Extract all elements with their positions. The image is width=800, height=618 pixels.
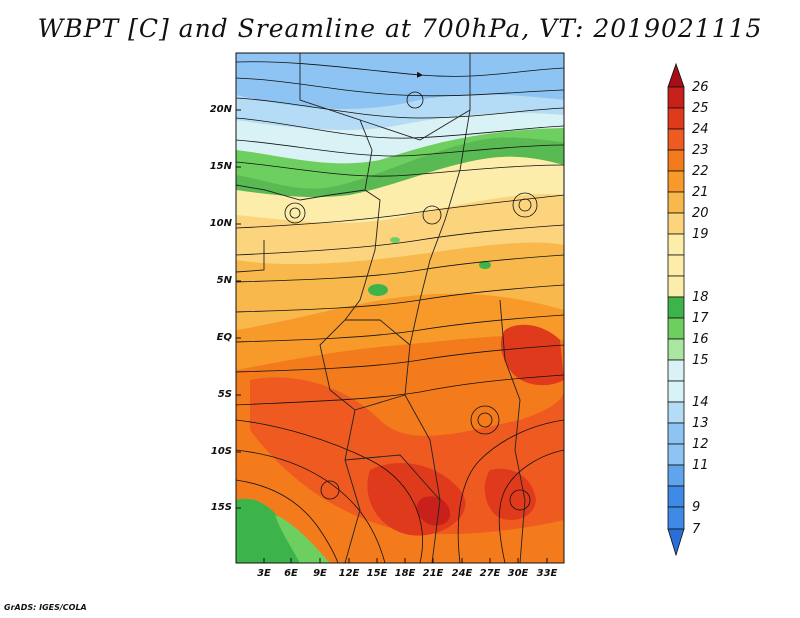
ytick-EQ: EQ bbox=[216, 332, 232, 343]
ytick-5N: 5N bbox=[216, 275, 232, 286]
colorbar-arrow-bottom bbox=[667, 528, 685, 557]
map-frame bbox=[235, 52, 565, 564]
ytick-15N: 15N bbox=[209, 161, 232, 172]
xtick-12E: 12E bbox=[338, 568, 360, 579]
colorbar-label-15: 15 bbox=[692, 353, 709, 368]
xtick-18E: 18E bbox=[394, 568, 416, 579]
colorbar-label-21: 21 bbox=[692, 185, 709, 200]
colorbar-label-26: 26 bbox=[692, 80, 709, 95]
wbpt-field bbox=[236, 53, 564, 563]
colorbar bbox=[667, 62, 685, 557]
ytick-20N: 20N bbox=[209, 104, 232, 115]
xtick-6E: 6E bbox=[284, 568, 298, 579]
xtick-3E: 3E bbox=[257, 568, 271, 579]
colorbar-label-11: 11 bbox=[692, 458, 709, 473]
streamlines bbox=[236, 61, 564, 563]
xtick-21E: 21E bbox=[422, 568, 444, 579]
colorbar-label-18: 18 bbox=[692, 290, 709, 305]
ytick-15S: 15S bbox=[210, 502, 232, 513]
ytick-10N: 10N bbox=[209, 218, 232, 229]
xtick-33E: 33E bbox=[536, 568, 558, 579]
colorbar-label-9: 9 bbox=[692, 500, 701, 515]
colorbar-label-22: 22 bbox=[692, 164, 709, 179]
xtick-15E: 15E bbox=[366, 568, 388, 579]
xtick-24E: 24E bbox=[451, 568, 473, 579]
colorbar-label-17: 17 bbox=[692, 311, 709, 326]
colorbar-label-14: 14 bbox=[692, 395, 709, 410]
colorbar-label-12: 12 bbox=[692, 437, 709, 452]
xtick-9E: 9E bbox=[313, 568, 327, 579]
xtick-30E: 30E bbox=[507, 568, 529, 579]
colorbar-label-19: 19 bbox=[692, 227, 709, 242]
colorbar-label-24: 24 bbox=[692, 122, 709, 137]
ytick-10S: 10S bbox=[210, 446, 232, 457]
xtick-27E: 27E bbox=[479, 568, 501, 579]
colorbar-label-13: 13 bbox=[692, 416, 709, 431]
colorbar-label-16: 16 bbox=[692, 332, 709, 347]
ytick-5S: 5S bbox=[217, 389, 232, 400]
country-borders bbox=[236, 53, 526, 563]
colorbar-label-7: 7 bbox=[692, 522, 701, 537]
colorbar-label-20: 20 bbox=[692, 206, 709, 221]
axis-ticks bbox=[236, 109, 548, 563]
colorbar-label-23: 23 bbox=[692, 143, 709, 158]
grads-credit: GrADS: IGES/COLA bbox=[4, 603, 87, 612]
colorbar-label-25: 25 bbox=[692, 101, 709, 116]
colorbar-arrow-top bbox=[667, 62, 685, 88]
map-title: WBPT [C] and Sreamline at 700hPa, VT: 20… bbox=[37, 14, 763, 43]
